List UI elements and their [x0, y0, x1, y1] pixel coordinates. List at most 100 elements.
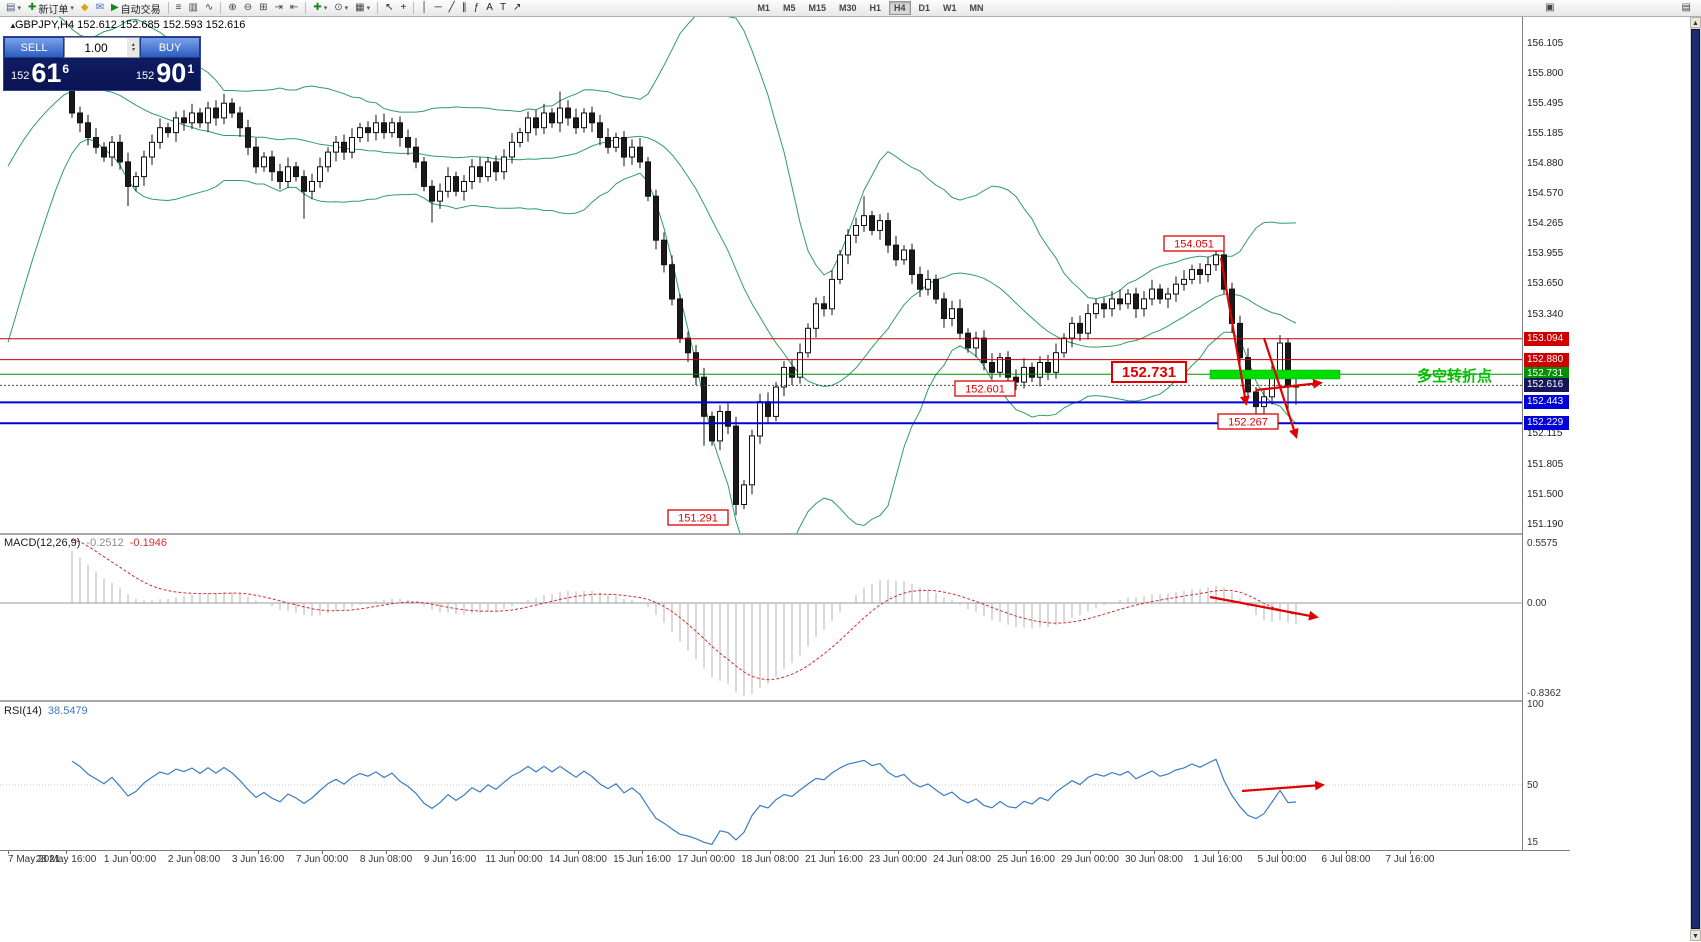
label-button[interactable]: T: [497, 1, 509, 16]
timeframe-h4-button[interactable]: H4: [889, 1, 911, 15]
indicators-button[interactable]: ✚ ▾: [310, 1, 330, 16]
scrollbar-thumb[interactable]: [1691, 29, 1700, 929]
price-annotation-box[interactable]: [1217, 413, 1279, 430]
charts-menu-button[interactable]: ▤ ▾: [3, 1, 24, 16]
tile-windows-icon: ⊞: [259, 2, 268, 13]
time-label: 9 Jun 16:00: [423, 854, 477, 865]
time-tick: [386, 851, 387, 854]
price-tag-152443: 152.443: [1524, 395, 1569, 409]
line-chart-button[interactable]: ∿: [202, 1, 216, 16]
equidistant-channel-button[interactable]: ∥: [459, 1, 470, 16]
timeframe-m1-button[interactable]: M1: [752, 1, 775, 15]
time-label: 8 Jun 08:00: [359, 854, 413, 865]
text-button[interactable]: A: [483, 1, 496, 16]
zoom-in-button[interactable]: ⊕: [225, 1, 239, 16]
tile-windows-button[interactable]: ⊞: [256, 1, 270, 16]
price-label: 154.570: [1527, 188, 1564, 199]
price-tag-152731: 152.731: [1524, 367, 1569, 381]
dock-chart-button[interactable]: ▣: [1542, 1, 1557, 16]
time-label: 6 Jul 08:00: [1321, 854, 1371, 865]
time-axis[interactable]: 7 May 2021 28 May 16:00 1 Jun 00:00 2 Jun 0…: [0, 850, 1570, 868]
templates-button[interactable]: ▦ ▾: [352, 1, 373, 16]
panel-splitter[interactable]: [0, 533, 1570, 535]
price-annotation-box[interactable]: [1163, 235, 1225, 252]
time-label: 24 Jun 08:00: [933, 854, 991, 865]
scroll-up-icon[interactable]: ▲: [1690, 17, 1701, 28]
timeframe-w1-button[interactable]: W1: [938, 1, 962, 15]
cursor-icon: ↖: [385, 2, 394, 13]
timeframe-m5-button[interactable]: M5: [778, 1, 801, 15]
trendline-button[interactable]: ╱: [446, 1, 458, 16]
price-annotation-text: 152.601: [965, 384, 1005, 396]
mailbox-icon: ✉: [95, 2, 104, 13]
time-label: 1 Jun 00:00: [103, 854, 157, 865]
toolbar-separator: [305, 2, 307, 14]
spinner-down-icon[interactable]: ▾: [131, 46, 135, 53]
candlestick-chart-button[interactable]: ▥: [186, 1, 201, 16]
vertical-line-button[interactable]: │: [418, 1, 430, 16]
price-annotation-box[interactable]: [1111, 361, 1187, 383]
rsi-trend-arrow: [1241, 780, 1325, 793]
caret-down-icon: ▾: [323, 5, 328, 12]
periods-button[interactable]: ⊙ ▾: [331, 1, 351, 16]
symbol-info-text: GBPJPY,H4 152.612 152.685 152.593 152.61…: [15, 19, 246, 31]
trend-arrow[interactable]: [1219, 257, 1250, 406]
spinner-up-icon[interactable]: ▴: [131, 41, 135, 48]
price-annotation-box[interactable]: [954, 380, 1016, 397]
window-list-button[interactable]: ▤: [1679, 1, 1694, 16]
auto-scroll-button[interactable]: ⇥: [272, 1, 286, 16]
price-label: 155.495: [1527, 98, 1564, 109]
rsi-panel-canvas[interactable]: [0, 702, 1522, 850]
price-label: 151.190: [1527, 519, 1564, 530]
time-tick: [898, 851, 899, 854]
metaeditor-button[interactable]: ◆: [78, 1, 92, 16]
price-annotation-box[interactable]: [667, 509, 729, 526]
horizontal-line-icon: ─: [434, 2, 442, 13]
arrow-tools-button[interactable]: ↗: [510, 1, 524, 16]
autotrading-button[interactable]: ▶ 自动交易: [108, 1, 164, 16]
timeframe-m30-button[interactable]: M30: [834, 1, 862, 15]
trend-arrow[interactable]: [1255, 378, 1323, 392]
sell-button[interactable]: SELL: [4, 37, 64, 58]
time-tick: [8, 851, 9, 854]
fibonacci-button[interactable]: ƒ: [471, 1, 483, 16]
volume-spinner[interactable]: ▴ ▾: [127, 38, 139, 57]
cursor-button[interactable]: ↖: [382, 1, 396, 16]
mailbox-button[interactable]: ✉: [93, 1, 107, 16]
new-order-button[interactable]: ✚ 新订单 ▾: [25, 1, 77, 16]
chart-workspace: 154.051 152.601 152.731 152.267 151.291 156.…: [0, 17, 1701, 941]
zoom-out-button[interactable]: ⊖: [241, 1, 255, 16]
volume-input[interactable]: 1.00 ▴ ▾: [64, 37, 140, 58]
main-chart-canvas[interactable]: 154.051 152.601 152.731 152.267 151.291: [0, 17, 1522, 533]
crosshair-button[interactable]: +: [397, 1, 409, 16]
time-label: 15 Jun 16:00: [613, 854, 671, 865]
price-axis[interactable]: 156.105 155.800 155.495 155.185 154.880 154.5…: [1522, 17, 1571, 850]
price-annotation-text: 154.051: [1174, 239, 1214, 251]
rsi-axis-label: 15: [1527, 837, 1539, 848]
price-tag-152616: 152.616: [1524, 378, 1569, 392]
vertical-scrollbar[interactable]: ▲ ▼: [1690, 17, 1701, 941]
collapse-symbol-panel-icon[interactable]: ▲: [3, 20, 23, 31]
timeframe-h1-button[interactable]: H1: [865, 1, 887, 15]
macd-panel-canvas[interactable]: [0, 535, 1522, 700]
buy-button[interactable]: BUY: [140, 37, 200, 58]
time-label: 14 Jun 08:00: [549, 854, 607, 865]
timeframe-mn-button[interactable]: MN: [965, 1, 989, 15]
timeframe-m15-button[interactable]: M15: [803, 1, 831, 15]
timeframe-d1-button[interactable]: D1: [914, 1, 936, 15]
toolbar-separator: [167, 2, 169, 14]
panel-splitter[interactable]: [0, 700, 1570, 702]
price-tag-153094: 153.094: [1524, 332, 1569, 346]
scroll-down-icon[interactable]: ▼: [1690, 930, 1701, 941]
time-label: 11 Jun 00:00: [485, 854, 543, 865]
bar-chart-button[interactable]: ≡: [173, 1, 185, 16]
horizontal-line-button[interactable]: ─: [432, 1, 445, 16]
rsi-line: [71, 758, 1297, 845]
time-label: 7 Jun 00:00: [295, 854, 349, 865]
arrow-tools-icon: ↗: [513, 2, 522, 13]
time-tick: [194, 851, 195, 854]
chart-shift-button[interactable]: ⇤: [287, 1, 301, 16]
charts-menu-icon: ▤: [6, 2, 16, 13]
price-tag-152229: 152.229: [1524, 416, 1569, 430]
bar-chart-icon: ≡: [175, 2, 182, 13]
